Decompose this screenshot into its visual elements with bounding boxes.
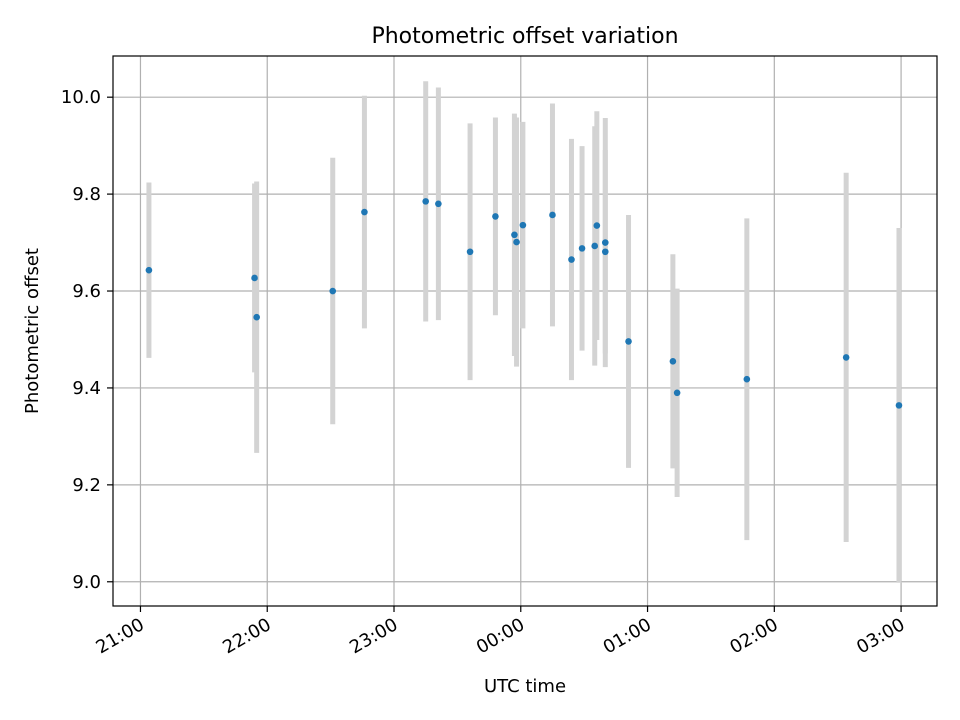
data-point xyxy=(251,274,258,282)
data-point xyxy=(329,287,337,295)
y-tick-label: 10.0 xyxy=(61,87,101,108)
data-point xyxy=(842,354,850,361)
data-point xyxy=(669,357,677,365)
y-tick-label: 9.8 xyxy=(72,184,101,205)
data-point xyxy=(253,313,260,321)
data-point xyxy=(593,222,601,229)
data-point xyxy=(743,375,751,383)
data-point xyxy=(568,256,575,263)
data-point xyxy=(578,245,586,252)
data-point xyxy=(549,211,556,219)
data-point xyxy=(145,266,153,274)
data-point xyxy=(513,238,520,246)
y-tick-label: 9.2 xyxy=(72,475,101,496)
data-point xyxy=(511,231,518,239)
y-tick-label: 9.4 xyxy=(72,378,101,399)
data-point xyxy=(895,402,903,409)
data-point xyxy=(361,208,368,216)
data-point xyxy=(673,389,681,397)
data-point xyxy=(625,338,632,345)
data-point xyxy=(601,248,609,256)
y-axis-label: Photometric offset xyxy=(22,248,43,414)
data-point xyxy=(492,213,499,220)
plot-frame xyxy=(112,55,938,607)
y-tick-label: 9.6 xyxy=(72,281,101,302)
data-point xyxy=(466,248,474,256)
data-point xyxy=(591,242,599,250)
y-tick-label: 9.0 xyxy=(72,572,101,593)
data-point xyxy=(519,221,527,229)
data-point xyxy=(422,198,429,205)
chart-title: Photometric offset variation xyxy=(371,24,678,49)
data-point xyxy=(435,200,442,208)
x-axis-label: UTC time xyxy=(484,676,566,697)
grid-lines xyxy=(113,56,937,606)
data-points xyxy=(145,198,903,409)
data-point xyxy=(601,239,609,246)
